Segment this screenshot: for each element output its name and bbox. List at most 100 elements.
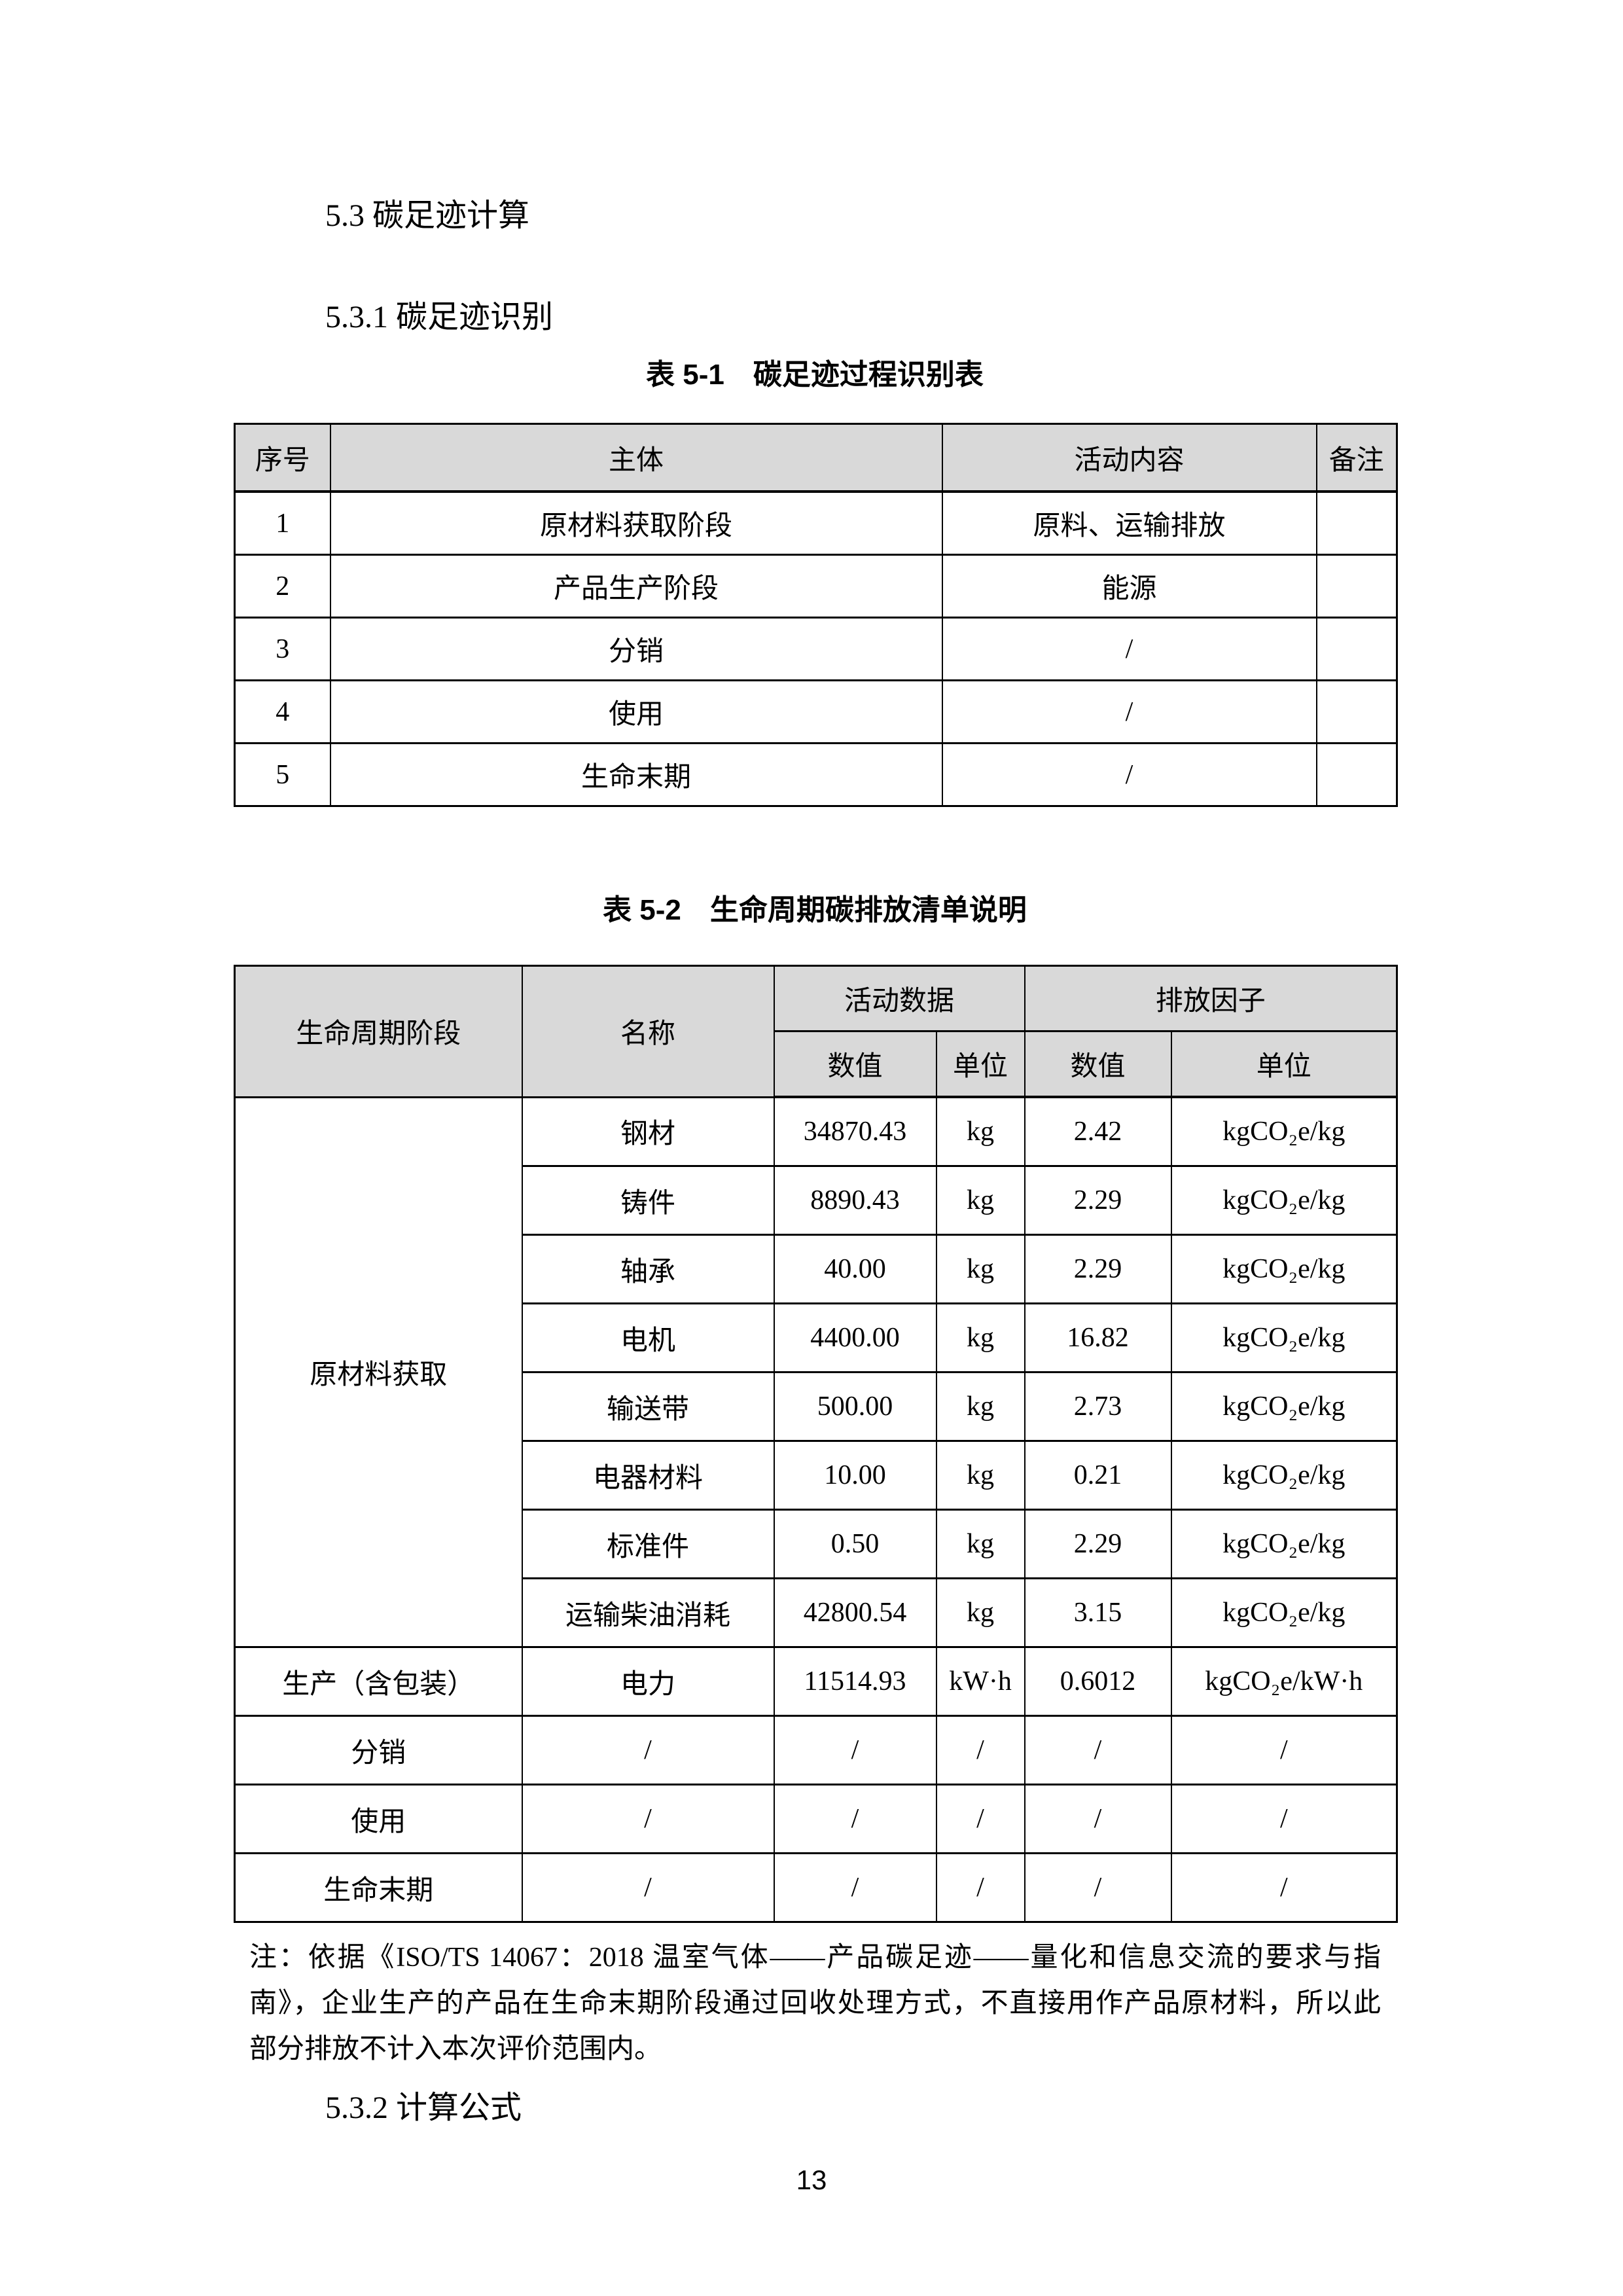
table-row: 运输柴油消耗 42800.54 kg 3.15 kgCO₂e/kg — [235, 1577, 1398, 1648]
table-cell: 2.29 — [1024, 1234, 1172, 1304]
note-line: 部分排放不计入本次评价范围内。 — [249, 2034, 662, 2064]
table-cell: kgCO₂e/kg — [1170, 1509, 1398, 1579]
table-cell: 电器材料 — [521, 1440, 775, 1511]
table-row: 2 产品生产阶段 能源 — [234, 554, 1398, 619]
table-cell: 使用 — [329, 679, 943, 744]
table2-header-name: 名称 — [521, 965, 775, 1098]
table2-header-activity-data: 活动数据 — [773, 965, 1026, 1032]
table-row: 3 分销 / — [234, 617, 1398, 681]
table-cell: / — [1024, 1715, 1172, 1785]
table2-header-row-1: 生命周期阶段 名称 活动数据 排放因子 — [234, 965, 1398, 1098]
table-row: 生产（含包装） 电力 11514.93 kW·h 0.6012 kgCO₂e/kW·h — [234, 1646, 1398, 1717]
table-row: 标准件 0.50 kg 2.29 kgCO₂e/kg — [235, 1509, 1398, 1579]
table-cell — [1315, 617, 1398, 681]
table-cell: kg — [935, 1577, 1026, 1648]
table-cell: 4 — [234, 679, 331, 744]
table-cell: / — [941, 679, 1317, 744]
table-row: 原材料获取 钢材 34870.43 kg 2.42 kgCO₂e/kg — [234, 1096, 1398, 1648]
table2-header-ef-value: 数值 — [1024, 1030, 1172, 1098]
table-cell — [1315, 490, 1398, 556]
table-cell: kgCO₂e/kg — [1170, 1577, 1398, 1648]
table-cell: / — [773, 1784, 937, 1854]
table-row: 轴承 40.00 kg 2.29 kgCO₂e/kg — [235, 1234, 1398, 1304]
table2-header-ef-unit: 单位 — [1170, 1030, 1398, 1098]
table1-header-subject: 主体 — [329, 423, 943, 493]
table-cell: / — [773, 1715, 937, 1785]
table-cell: / — [935, 1784, 1026, 1854]
table-cell: 能源 — [941, 554, 1317, 619]
table-row: 使用 / / / / / — [234, 1784, 1398, 1854]
table-cell: 3.15 — [1024, 1577, 1172, 1648]
table-cell: 0.50 — [773, 1509, 937, 1579]
table-cell: / — [935, 1852, 1026, 1923]
table-cell: 500.00 — [773, 1371, 937, 1442]
table1-header-no: 序号 — [234, 423, 331, 493]
table-row: 4 使用 / — [234, 679, 1398, 744]
table-cell: 5 — [234, 742, 331, 807]
table-cell: kg — [935, 1234, 1026, 1304]
table-row: 1 原材料获取阶段 原料、运输排放 — [234, 490, 1398, 556]
table-cell: 10.00 — [773, 1440, 937, 1511]
table1-header-activity: 活动内容 — [941, 423, 1317, 493]
table-cell: 2.73 — [1024, 1371, 1172, 1442]
table-cell — [1315, 742, 1398, 807]
table-row: 电机 4400.00 kg 16.82 kgCO₂e/kg — [235, 1302, 1398, 1373]
table-cell: kg — [935, 1440, 1026, 1511]
table-cell: kg — [935, 1165, 1026, 1236]
table-cell: 42800.54 — [773, 1577, 937, 1648]
page-number: 13 — [796, 2164, 827, 2195]
table-cell — [1315, 679, 1398, 744]
table-cell: kg — [935, 1302, 1026, 1373]
table2-body: 原材料获取 钢材 34870.43 kg 2.42 kgCO₂e/kg 铸件 8890.43 k… — [234, 1096, 1398, 1923]
table-cell: 铸件 — [521, 1165, 775, 1236]
note-paragraph: 注：依据《ISO/TS 14067：2018 温室气体——产品碳足迹——量化和信… — [249, 1935, 1381, 2072]
table-cell: 电力 — [521, 1646, 775, 1717]
table-row: 生命末期 / / / / / — [234, 1852, 1398, 1923]
table-cell: 使用 — [234, 1784, 523, 1854]
table-cell: 0.21 — [1024, 1440, 1172, 1511]
note-line: 注：依据《ISO/TS 14067：2018 温室气体——产品碳足迹——量化和信… — [249, 1943, 1381, 1973]
table2-header-ad-unit: 单位 — [935, 1030, 1026, 1098]
table-cell: / — [1170, 1784, 1398, 1854]
table2-header-stage: 生命周期阶段 — [234, 965, 523, 1098]
table-cell: 2.42 — [1024, 1096, 1172, 1167]
table-cell: 运输柴油消耗 — [521, 1577, 775, 1648]
table1-header-row: 序号 主体 活动内容 备注 — [234, 423, 1398, 493]
table-cell: kg — [935, 1096, 1026, 1167]
note-line: 南》，企业生产的产品在生命末期阶段通过回收处理方式，不直接用作产品原材料，所以此 — [249, 1988, 1381, 2018]
table2-lifecycle-inventory: 生命周期阶段 名称 活动数据 排放因子 数值 单位 数值 单位 原材料获取 钢材 3… — [234, 965, 1399, 1923]
table-cell — [1315, 554, 1398, 619]
table-row: 输送带 500.00 kg 2.73 kgCO₂e/kg — [235, 1371, 1398, 1442]
table-cell: 16.82 — [1024, 1302, 1172, 1373]
heading-5-3-2: 5.3.2 计算公式 — [325, 2090, 522, 2125]
table-cell: kgCO₂e/kW·h — [1170, 1646, 1398, 1717]
table-cell: 1 — [234, 490, 331, 556]
table-cell: kgCO₂e/kg — [1170, 1096, 1398, 1167]
table-cell: / — [1024, 1784, 1172, 1854]
table2-title: 表 5-2 生命周期碳排放清单说明 — [603, 894, 1027, 926]
table1-title: 表 5-1 碳足迹过程识别表 — [646, 359, 984, 391]
table-row: 5 生命末期 / — [234, 742, 1398, 807]
table-cell: 8890.43 — [773, 1165, 937, 1236]
table-cell: kgCO₂e/kg — [1170, 1234, 1398, 1304]
table-cell: 34870.43 — [773, 1096, 937, 1167]
table-cell: 2.29 — [1024, 1509, 1172, 1579]
table-cell: kgCO₂e/kg — [1170, 1440, 1398, 1511]
table-cell: / — [521, 1784, 775, 1854]
table-cell: kg — [935, 1371, 1026, 1442]
table-cell: / — [935, 1715, 1026, 1785]
table-cell: / — [773, 1852, 937, 1923]
table2-header-row-2: 数值 单位 数值 单位 — [235, 1030, 1398, 1098]
table-cell: 生命末期 — [329, 742, 943, 807]
table-cell: kgCO₂e/kg — [1170, 1165, 1398, 1236]
table-cell: 标准件 — [521, 1509, 775, 1579]
table-cell: 2.29 — [1024, 1165, 1172, 1236]
table1-header-remark: 备注 — [1315, 423, 1398, 493]
table-cell: 轴承 — [521, 1234, 775, 1304]
table2-head: 生命周期阶段 名称 活动数据 排放因子 数值 单位 数值 单位 — [234, 965, 1398, 1098]
table-cell: kW·h — [935, 1646, 1026, 1717]
table1-body: 1 原材料获取阶段 原料、运输排放 2 产品生产阶段 能源 3 分销/4 使用/5 生命末期 / — [234, 490, 1398, 807]
table-cell: kgCO₂e/kg — [1170, 1302, 1398, 1373]
table1-head: 序号 主体 活动内容 备注 — [234, 423, 1398, 493]
table2-header-ad-value: 数值 — [773, 1030, 937, 1098]
